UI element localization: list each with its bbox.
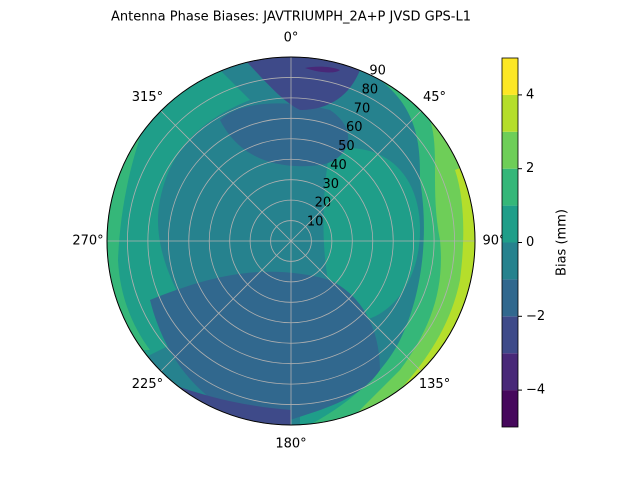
grid-spoke xyxy=(160,110,292,242)
r-tick-label: 80 xyxy=(362,82,379,97)
colorbar-band xyxy=(502,316,518,354)
colorbar-band xyxy=(502,242,518,280)
contour-region xyxy=(240,57,360,110)
colorbar-label: Bias (mm) xyxy=(555,209,570,276)
theta-tick-label: 0° xyxy=(284,31,299,46)
r-tick-label: 40 xyxy=(330,158,347,173)
grid-spoke xyxy=(290,110,422,242)
colorbar-tick-label: 0 xyxy=(526,235,534,250)
colorbar-band xyxy=(502,58,518,95)
r-tick-label: 60 xyxy=(346,120,363,135)
grid-spoke xyxy=(290,240,422,372)
theta-tick-label: 45° xyxy=(423,90,446,105)
theta-tick-label: 315° xyxy=(132,90,163,105)
theta-tick-label: 270° xyxy=(72,234,103,249)
colorbar-band xyxy=(502,390,518,427)
theta-tick-label: 225° xyxy=(132,377,163,392)
r-tick-label: 90 xyxy=(369,64,386,79)
colorbar-tick-label: −4 xyxy=(526,383,545,398)
colorbar-band xyxy=(502,94,518,132)
contour-region xyxy=(150,271,380,422)
chart-title: Antenna Phase Biases: JAVTRIUMPH_2A+P JV… xyxy=(111,10,471,25)
colorbar-band xyxy=(502,131,518,169)
colorbar-tick-label: 4 xyxy=(526,87,534,102)
r-tick-label: 30 xyxy=(322,177,339,192)
r-tick-label: 50 xyxy=(338,139,355,154)
grid-spoke xyxy=(160,240,292,372)
polar-spine xyxy=(106,56,476,426)
colorbar-tick-label: 2 xyxy=(526,161,534,176)
r-tick-label: 10 xyxy=(307,215,324,230)
contour-region xyxy=(323,148,420,322)
colorbar-band xyxy=(502,279,518,317)
colorbar-band xyxy=(502,168,518,206)
theta-tick-label: 90° xyxy=(482,234,505,249)
colorbar-band xyxy=(502,205,518,243)
colorbar-band xyxy=(502,353,518,391)
contour-region xyxy=(107,70,250,360)
r-tick-label: 70 xyxy=(354,101,371,116)
contour-region xyxy=(305,66,340,73)
polar-axes: 10 20 30 40 50 60 70 80 90 0° 45° 90° 135° 180° 225° 27… xyxy=(72,31,505,452)
theta-tick-label: 180° xyxy=(275,437,306,452)
colorbar-tick-label: −2 xyxy=(526,309,545,324)
theta-tick-label: 135° xyxy=(419,377,450,392)
r-tick-label: 20 xyxy=(315,196,332,211)
contour-region xyxy=(220,103,349,167)
